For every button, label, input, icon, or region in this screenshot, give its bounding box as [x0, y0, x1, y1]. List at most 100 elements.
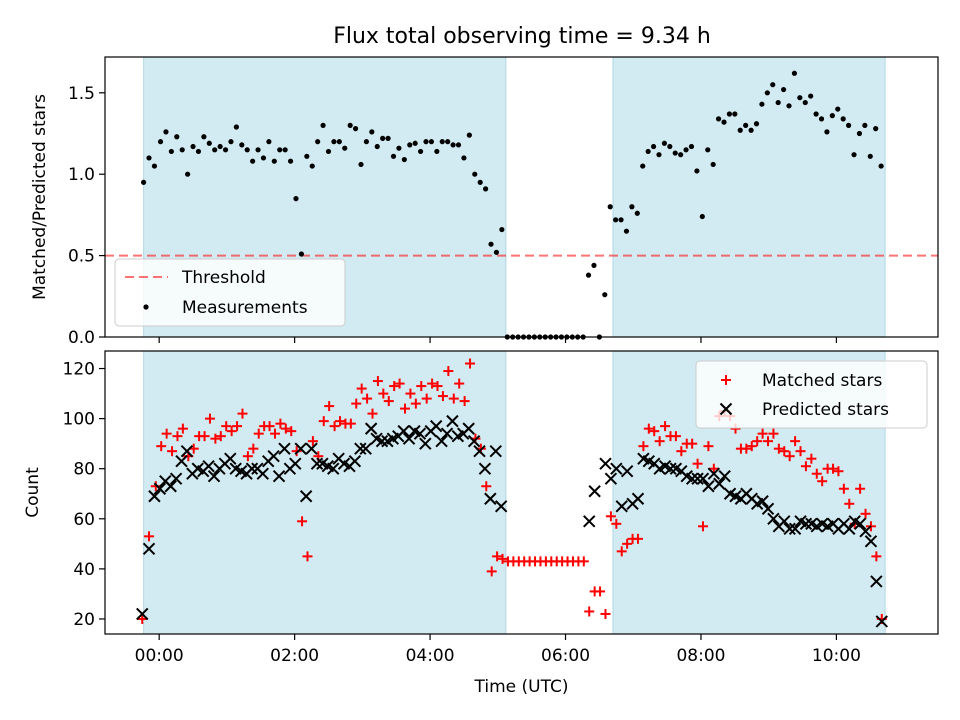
- matched-star-point: [253, 428, 264, 439]
- predicted-star-point: [294, 442, 307, 455]
- predicted-star-point: [610, 462, 623, 475]
- measurement-point: [862, 122, 868, 128]
- matched-star-point: [432, 381, 443, 392]
- matched-star-point: [611, 518, 622, 529]
- measurement-point: [645, 148, 651, 155]
- measurement-point: [715, 116, 722, 122]
- matched-star-point: [497, 553, 508, 564]
- measurement-point: [878, 163, 884, 169]
- predicted-star-point: [402, 432, 416, 445]
- predicted-stars-points: [136, 414, 888, 628]
- measurement-point: [688, 143, 695, 150]
- predicted-star-point: [467, 434, 481, 448]
- measurement-point: [846, 122, 852, 128]
- matched-star-point: [280, 423, 291, 434]
- predicted-star-point: [588, 485, 601, 498]
- measurement-point: [623, 228, 630, 234]
- measurement-point: [325, 148, 332, 155]
- measurement-point: [396, 145, 402, 151]
- predicted-star-point: [310, 457, 324, 470]
- measurement-point: [455, 142, 462, 148]
- matched-star-point: [595, 586, 606, 597]
- matched-star-point: [221, 421, 232, 432]
- matched-star-point: [697, 521, 708, 532]
- matched-star-point: [372, 376, 383, 387]
- measurement-point: [683, 147, 689, 153]
- measurement-point: [602, 292, 608, 298]
- measurement-point: [428, 139, 435, 145]
- matched-star-point: [210, 433, 221, 444]
- top-panel-ratio: 0.0 0.5 1.0 1.5 Matched/Predicted stars Thr…: [30, 56, 939, 348]
- matched-star-point: [654, 436, 665, 447]
- matched-star-point: [167, 446, 178, 457]
- predicted-star-point: [761, 502, 775, 515]
- predicted-star-point: [175, 454, 188, 468]
- y-tick-label: 40: [73, 560, 95, 580]
- matched-star-point: [800, 461, 811, 472]
- matched-star-point: [584, 606, 595, 617]
- predicted-star-point: [359, 442, 372, 455]
- measurement-point: [358, 161, 364, 168]
- measurement-point: [634, 210, 640, 216]
- matched-star-point: [248, 443, 259, 454]
- matched-star-point: [687, 438, 698, 449]
- matched-star-point: [394, 378, 405, 389]
- measurement-point: [829, 113, 835, 119]
- predicted-star-point: [664, 462, 677, 475]
- matched-star-point: [416, 381, 427, 392]
- matched-star-point: [437, 391, 448, 402]
- predicted-star-point: [153, 482, 167, 495]
- measurement-point: [477, 179, 483, 185]
- measurement-point: [347, 122, 353, 128]
- measurement-point: [780, 86, 787, 93]
- measurement-point: [672, 150, 678, 156]
- measurement-point: [439, 139, 445, 145]
- measurement-point: [309, 163, 315, 169]
- y-tick-label: 120: [63, 360, 95, 380]
- bottom-legend: Matched stars Predicted stars: [695, 360, 928, 429]
- measurement-point: [499, 226, 505, 233]
- legend-matched-symbol: [721, 375, 731, 385]
- measurement-point: [840, 116, 846, 122]
- legend-predicted-x: [719, 402, 733, 416]
- predicted-star-point: [864, 535, 878, 548]
- matched-star-point: [638, 441, 649, 452]
- matched-star-point: [763, 436, 774, 447]
- measurement-point: [802, 99, 808, 106]
- measurement-point: [146, 155, 152, 161]
- predicted-star-point: [783, 522, 796, 536]
- measurement-point: [737, 127, 743, 133]
- matched-star-point: [427, 378, 438, 389]
- bottom-y-axis-label: Count: [23, 467, 43, 518]
- predicted-star-point: [272, 470, 286, 483]
- measurement-point: [174, 134, 180, 140]
- measurement-point: [661, 140, 667, 146]
- matched-star-point: [215, 431, 226, 442]
- y-tick-label: 80: [73, 460, 95, 480]
- matched-star-point: [443, 366, 454, 377]
- matched-star-point: [405, 388, 416, 399]
- matched-star-point: [454, 378, 465, 389]
- measurement-point: [667, 143, 673, 150]
- predicted-star-point: [207, 470, 221, 483]
- predicted-star-point: [696, 472, 710, 485]
- matched-star-point: [410, 398, 421, 409]
- measurement-point: [271, 158, 277, 164]
- measurement-point: [185, 171, 191, 177]
- predicted-star-point: [364, 422, 378, 435]
- matched-star-point: [492, 551, 503, 562]
- predicted-star-point: [853, 517, 867, 531]
- predicted-star-point: [435, 434, 448, 448]
- measurement-point: [613, 217, 619, 223]
- predicted-star-point: [870, 575, 883, 588]
- matched-star-point: [844, 498, 855, 509]
- measurement-point: [851, 152, 857, 158]
- measurement-point: [786, 103, 792, 109]
- bottom-axes-frame: [104, 350, 939, 635]
- measurement-point: [472, 171, 478, 177]
- predicted-star-point: [348, 454, 362, 468]
- matched-star-point: [291, 446, 302, 457]
- predicted-star-point: [707, 467, 721, 480]
- measurement-point: [726, 111, 733, 117]
- measurement-point: [618, 217, 624, 223]
